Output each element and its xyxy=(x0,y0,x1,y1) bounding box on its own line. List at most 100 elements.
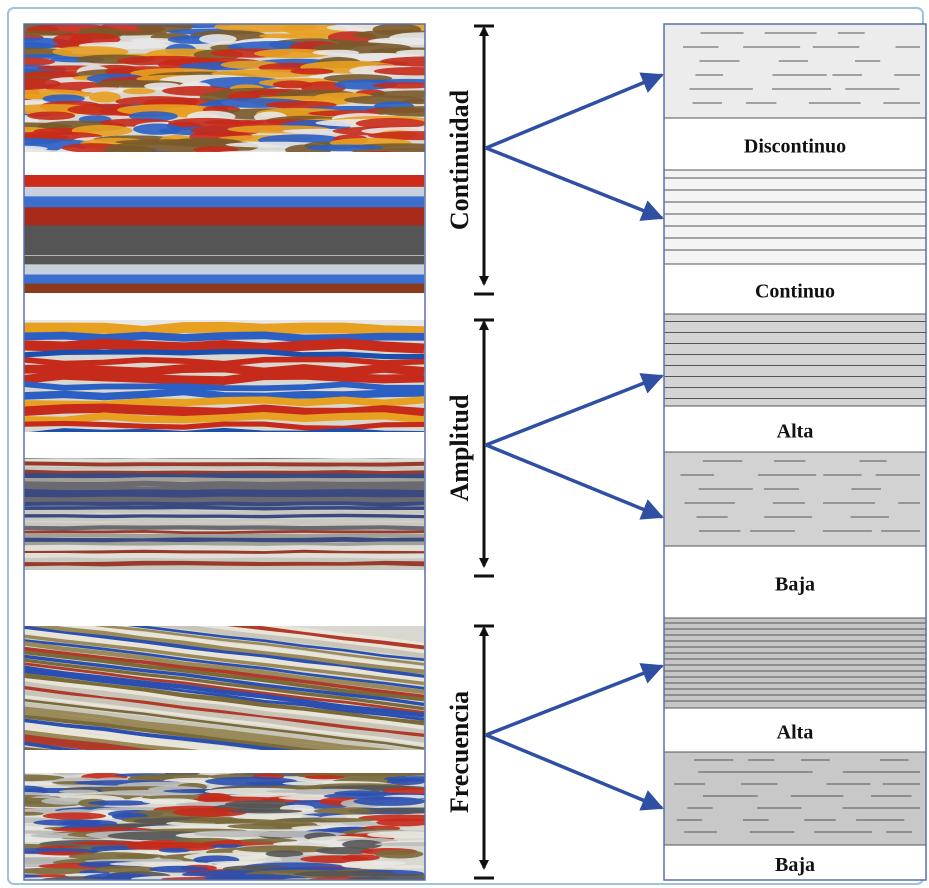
seismic-blob xyxy=(24,148,51,152)
seismic-blob xyxy=(341,860,395,870)
seismic-blob xyxy=(342,839,383,849)
seismic-blob xyxy=(315,0,392,6)
seismic-reflector xyxy=(24,529,425,535)
seismic-reflector xyxy=(24,420,425,431)
seismic-blob xyxy=(24,30,75,36)
seismic-blob xyxy=(209,844,246,849)
seismic-reflector xyxy=(24,641,425,695)
seismic-blob xyxy=(24,57,56,67)
model-box xyxy=(663,313,927,407)
seismic-blob xyxy=(52,773,83,776)
parameter-label: Amplitud xyxy=(445,394,474,501)
seismic-reflector xyxy=(24,533,425,539)
seismic-blob xyxy=(290,68,334,75)
seismic-reflector xyxy=(24,658,425,711)
seismic-reflector xyxy=(24,681,425,735)
seismic-reflector xyxy=(24,370,425,386)
seismic-blob xyxy=(218,773,241,774)
seismic-reflector xyxy=(256,626,425,647)
seismic-reflector xyxy=(24,650,425,702)
seismic-blob xyxy=(115,853,165,859)
seismic-reflector xyxy=(24,646,425,699)
seismic-blob xyxy=(282,32,333,40)
seismic-blob xyxy=(367,873,425,880)
seismic-blob xyxy=(87,800,152,806)
seismic-blob xyxy=(204,787,306,795)
class-label: Discontinuo xyxy=(744,136,846,158)
seismic-reflector xyxy=(24,714,323,750)
seismic-reflector xyxy=(24,477,425,483)
seismic-blob xyxy=(395,49,425,55)
seismic-blob xyxy=(269,885,372,888)
seismic-reflector xyxy=(24,634,425,686)
seismic-reflector xyxy=(24,722,257,750)
arrows: Continuidad Amplitud Frecuencia xyxy=(445,24,664,880)
seismic-reflector xyxy=(24,741,85,750)
blue-arrow xyxy=(485,663,664,737)
class-label: Baja xyxy=(775,574,815,596)
seismic-reflector xyxy=(24,469,425,475)
blue-arrow xyxy=(485,373,664,447)
seismic-reflector xyxy=(24,461,425,467)
seismic-reflector xyxy=(24,465,425,471)
seismic-reflector xyxy=(24,552,425,560)
seismic-reflector xyxy=(152,626,425,659)
seismic-blob xyxy=(374,106,425,117)
seismic-blob xyxy=(42,812,107,820)
parameter-label: Continuidad xyxy=(445,89,474,230)
seismic-blob xyxy=(204,874,307,880)
seismic-blob xyxy=(65,0,160,1)
seismic-reflector xyxy=(24,729,200,750)
seismic-reflector xyxy=(182,626,425,655)
seismic-blob xyxy=(144,0,178,3)
seismic-blob xyxy=(368,807,425,814)
seismic-reflector xyxy=(24,654,425,707)
seismic-reflector xyxy=(24,458,425,463)
seismic-blob xyxy=(88,91,121,103)
seismic-reflector xyxy=(24,544,425,552)
seismic-reflector xyxy=(24,381,425,392)
seismic-blob xyxy=(312,49,360,56)
seismic-blob xyxy=(273,817,376,823)
seismic-reflector xyxy=(24,685,425,738)
seismic-reflector xyxy=(24,626,425,675)
seismic-blob xyxy=(192,146,239,152)
seismic-reflector xyxy=(24,639,425,690)
seismic-blob xyxy=(126,841,218,852)
seismic-reflector xyxy=(24,363,425,377)
seismic-blob xyxy=(300,855,370,864)
seismic-reflector xyxy=(24,412,425,425)
seismic-clip xyxy=(24,320,425,432)
seismic-reflector xyxy=(24,321,425,338)
label-box xyxy=(663,545,927,619)
seismic-reflector xyxy=(24,536,425,544)
seismic-blob xyxy=(105,142,213,152)
seismic-blob xyxy=(228,809,303,814)
seismic-blob xyxy=(240,838,298,843)
seismic-reflector xyxy=(24,485,425,492)
seismic-reflector xyxy=(226,626,425,650)
seismic-reflector xyxy=(24,492,425,500)
seismic-blob xyxy=(367,831,425,839)
class-label: Baja xyxy=(775,854,815,876)
seismic-reflector xyxy=(24,702,425,750)
seismic-blob xyxy=(376,818,425,827)
seismic-reflector xyxy=(24,565,425,570)
seismic-blob xyxy=(31,0,90,6)
seismic-blob xyxy=(293,870,397,877)
seismic-blob xyxy=(374,849,424,859)
seismic-clip xyxy=(24,458,425,570)
seismic-border xyxy=(23,23,426,881)
seismic-reflector xyxy=(93,626,425,666)
model-box xyxy=(663,451,927,547)
seismic-blob xyxy=(288,151,303,152)
seismic-reflector xyxy=(24,626,425,679)
seismic-blob xyxy=(373,67,425,76)
label-box xyxy=(663,707,927,753)
seismic-blob xyxy=(20,0,110,1)
label-box xyxy=(663,117,927,171)
seismic-blob xyxy=(198,0,238,3)
blue-arrow xyxy=(485,443,664,520)
model-box xyxy=(663,169,927,265)
seismic-blob xyxy=(172,807,247,818)
